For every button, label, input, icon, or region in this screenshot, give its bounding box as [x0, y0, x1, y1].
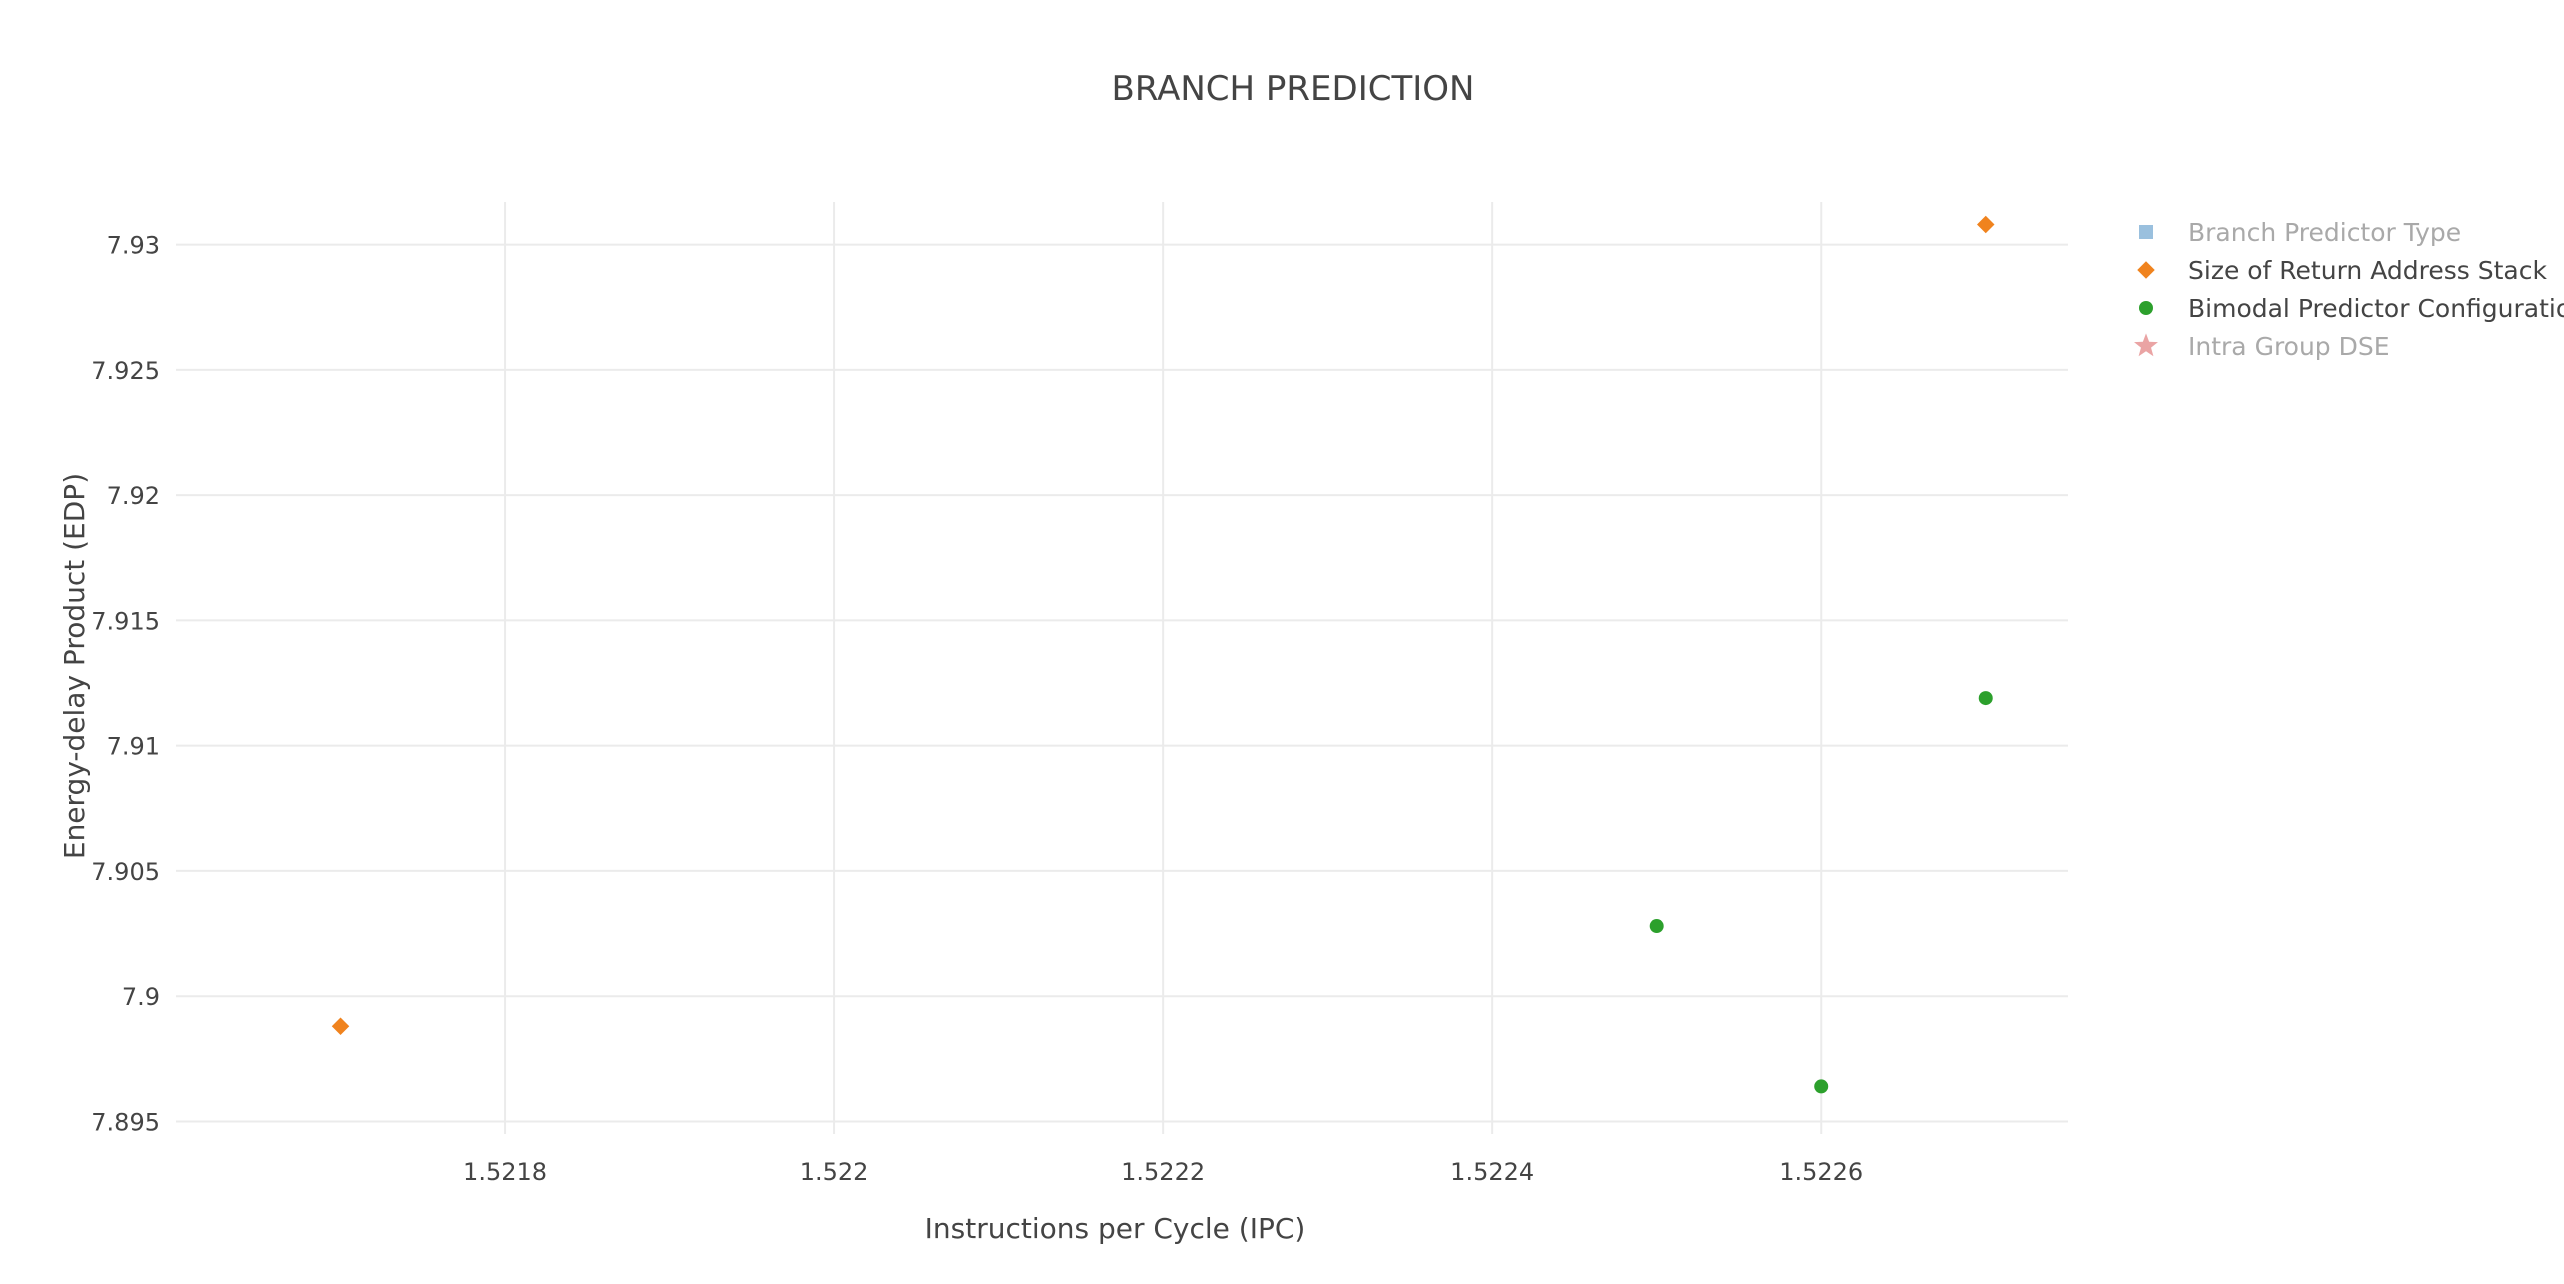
- y-axis-label: Energy-delay Product (EDP): [58, 473, 91, 859]
- y-tick-label: 7.905: [91, 858, 160, 886]
- data-point: [1814, 1079, 1829, 1094]
- legend-label: Bimodal Predictor Configuration: [2188, 294, 2564, 323]
- x-tick-label: 1.5226: [1779, 1158, 1863, 1186]
- chart-title: BRANCH PREDICTION: [1112, 69, 1475, 109]
- legend-label: Branch Predictor Type: [2188, 218, 2461, 247]
- data-point: [331, 1017, 350, 1036]
- legend-label: Intra Group DSE: [2188, 332, 2390, 361]
- data-points: [331, 215, 1995, 1094]
- legend-marker-icon: [2137, 261, 2155, 279]
- data-point: [1649, 919, 1664, 934]
- x-tick-label: 1.522: [800, 1158, 869, 1186]
- x-tick-label: 1.5218: [463, 1158, 547, 1186]
- y-tick-label: 7.93: [107, 232, 160, 260]
- y-axis-ticks: 7.895 7.9 7.905 7.91 7.915 7.92 7.925 7.93: [91, 232, 160, 1137]
- x-tick-label: 1.5224: [1450, 1158, 1534, 1186]
- y-tick-label: 7.9: [122, 983, 160, 1011]
- x-axis-label: Instructions per Cycle (IPC): [925, 1212, 1306, 1245]
- legend-marker-icon: [2139, 301, 2153, 315]
- legend-item[interactable]: Size of Return Address Stack: [2137, 256, 2547, 285]
- legend-marker-icon: [2139, 225, 2153, 239]
- legend-item[interactable]: Bimodal Predictor Configuration: [2139, 294, 2564, 323]
- y-tick-label: 7.915: [91, 607, 160, 635]
- data-point: [1978, 691, 1993, 706]
- y-tick-label: 7.925: [91, 357, 160, 385]
- y-tick-label: 7.91: [107, 733, 160, 761]
- legend-label: Size of Return Address Stack: [2188, 256, 2547, 285]
- y-tick-label: 7.92: [107, 482, 160, 510]
- grid-lines: [176, 202, 2068, 1134]
- legend-item[interactable]: Branch Predictor Type: [2139, 218, 2461, 247]
- y-tick-label: 7.895: [91, 1108, 160, 1136]
- data-point: [1976, 215, 1995, 234]
- x-axis-ticks: 1.5218 1.522 1.5222 1.5224 1.5226: [463, 1158, 1863, 1186]
- legend-item[interactable]: Intra Group DSE: [2134, 332, 2390, 361]
- x-tick-label: 1.5222: [1121, 1158, 1205, 1186]
- legend-marker-icon: [2134, 333, 2158, 357]
- legend: Branch Predictor Type Size of Return Addr…: [2134, 218, 2564, 361]
